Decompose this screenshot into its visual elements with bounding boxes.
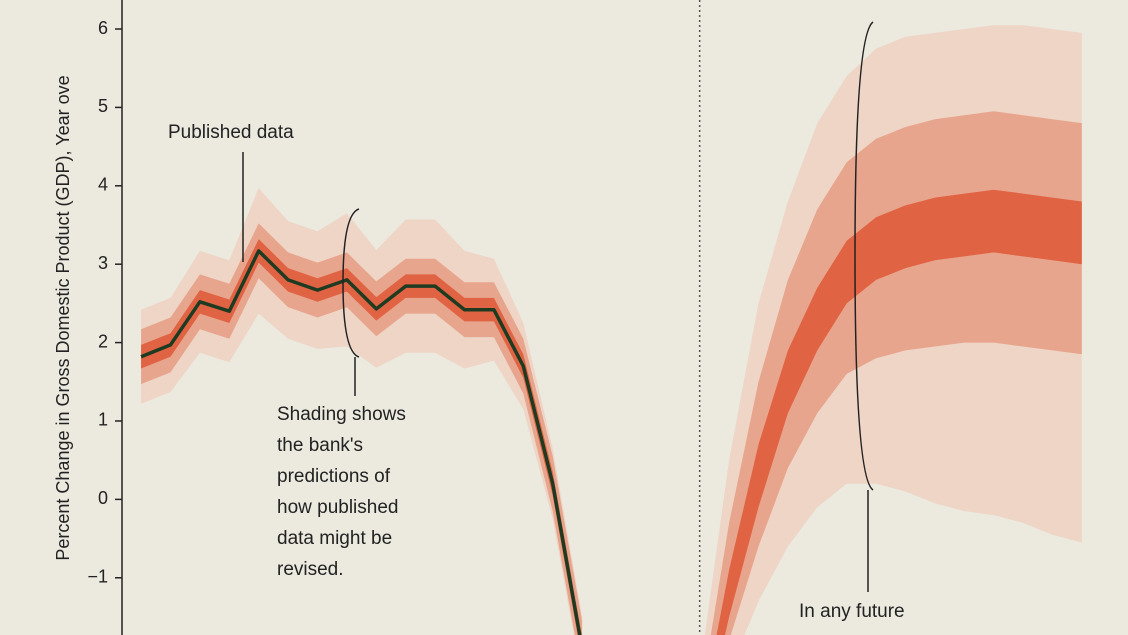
annotation-text: Shading shows: [277, 404, 406, 425]
data-line: [140, 249, 582, 635]
line-layer: [140, 249, 582, 635]
annotation-text: data might be: [277, 528, 392, 549]
bracket: [854, 21, 874, 491]
y-tick-label: 2: [98, 331, 108, 351]
y-tick-label: 5: [98, 96, 108, 116]
y-tick-label: 0: [98, 488, 108, 508]
annotation-text: predictions of: [277, 466, 391, 487]
fan-band: [716, 189, 1082, 635]
fan-band: [141, 223, 583, 635]
annotation-text: revised.: [277, 559, 344, 580]
y-tick-label: −1: [87, 567, 108, 587]
bracket: [342, 208, 360, 358]
annotation-text: Published data: [168, 122, 294, 143]
y-axis-label: Percent Change in Gross Domestic Product…: [53, 75, 73, 560]
y-tick-label: 4: [98, 175, 108, 195]
y-tick-label: 6: [98, 18, 108, 38]
annotation-text: the bank's: [277, 435, 363, 456]
annotations: Published data Shading shows the bank's pre…: [168, 122, 905, 622]
annotation-text: how published: [277, 497, 398, 518]
annotation-text: In any future: [799, 601, 905, 622]
fan-layer: [141, 25, 1082, 635]
y-tick-label: 3: [98, 253, 108, 273]
y-tick-label: 1: [98, 410, 108, 430]
